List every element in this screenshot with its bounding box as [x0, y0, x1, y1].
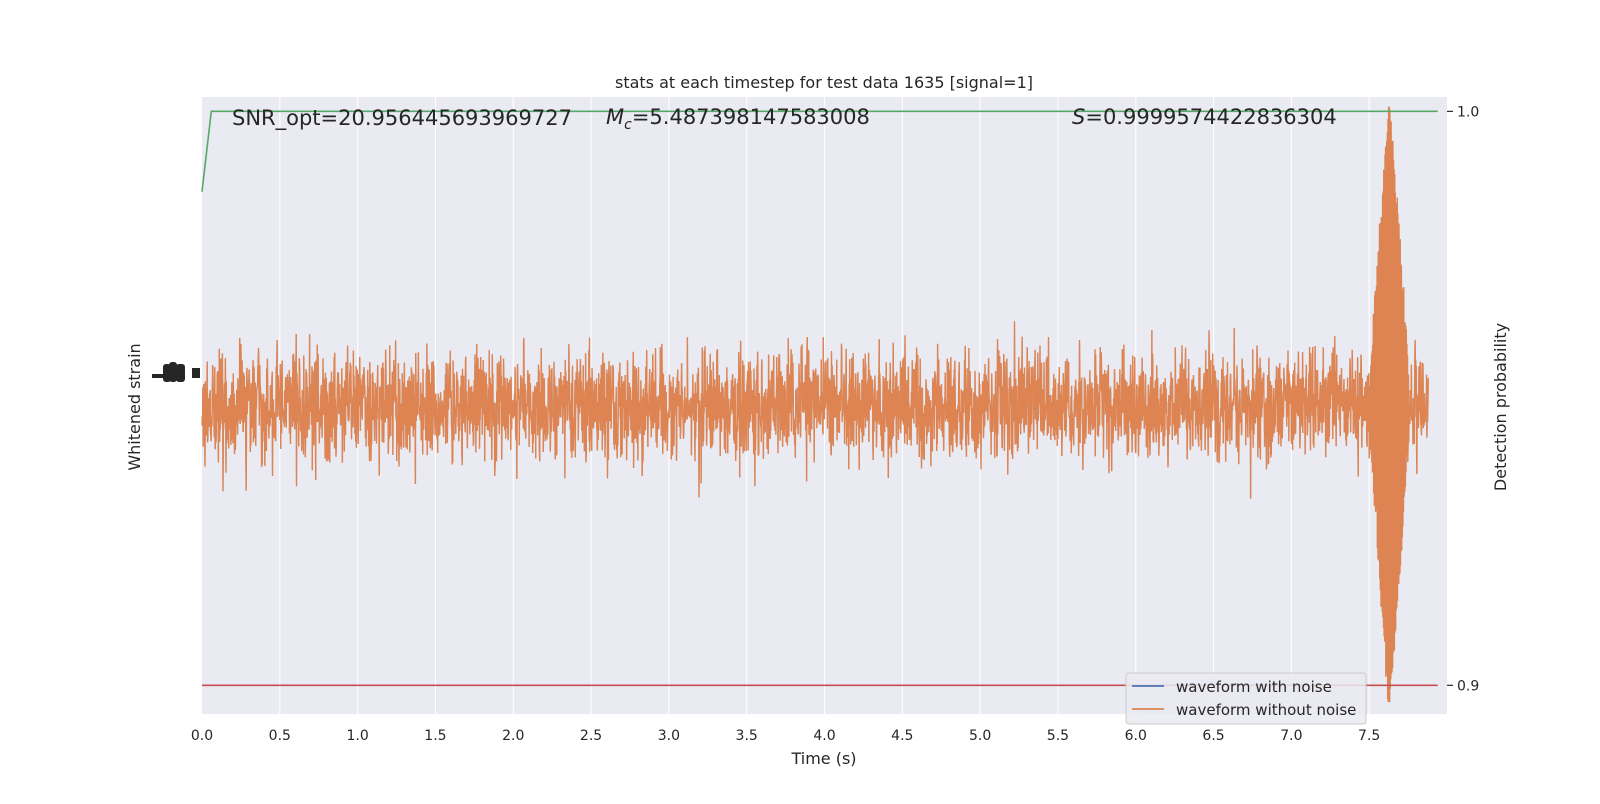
- x-tick-label: 2.0: [502, 728, 524, 744]
- snr-annotation: SNR_opt=20.956445693969727: [232, 106, 572, 131]
- right-y-tick-label: 0.9: [1457, 678, 1479, 694]
- x-tick-label: 2.5: [580, 728, 602, 744]
- mc-subscript: c: [624, 117, 632, 133]
- legend-box: [1125, 672, 1367, 725]
- legend: waveform with noise waveform without noi…: [1125, 672, 1367, 725]
- x-tick-label: 4.5: [891, 728, 913, 744]
- x-tick-label: 6.5: [1202, 728, 1224, 744]
- x-tick-label: 6.0: [1125, 728, 1147, 744]
- s-value: =0.9999574422836304: [1085, 105, 1336, 129]
- right-y-tick-label: 1.0: [1457, 104, 1479, 120]
- s-annotation: S=0.9999574422836304: [1072, 105, 1337, 129]
- mc-value: =5.487398147583008: [632, 105, 870, 129]
- chart-title: stats at each timestep for test data 163…: [615, 73, 1033, 92]
- x-tick-labels: 0.0 0.5 1.0 1.5 2.0 2.5 3.0 3.5 4.0 4.5 5.0 5.5 6.0 6…: [191, 728, 1380, 744]
- left-y-tick-cluster: [152, 362, 200, 382]
- x-tick-label: 3.0: [658, 728, 680, 744]
- x-tick-label: 5.0: [969, 728, 991, 744]
- series-waveform-without-noise: [201, 106, 1429, 703]
- right-y-axis-label: Detection probability: [1491, 323, 1510, 491]
- mc-symbol: M: [606, 105, 624, 129]
- legend-label-noise: waveform with noise: [1176, 678, 1332, 696]
- legend-label-clean: waveform without noise: [1176, 701, 1356, 719]
- x-tick-label: 1.5: [424, 728, 446, 744]
- x-tick-label: 5.5: [1047, 728, 1069, 744]
- left-y-axis-label: Whitened strain: [125, 343, 144, 470]
- x-tick-label: 0.5: [269, 728, 291, 744]
- x-tick-label: 4.0: [813, 728, 835, 744]
- x-tick-label: 1.0: [346, 728, 368, 744]
- x-tick-label: 0.0: [191, 728, 213, 744]
- right-y-ticks: 0.9 1.0: [1447, 104, 1479, 694]
- x-axis-label: Time (s): [790, 749, 856, 768]
- x-tick-label: 3.5: [736, 728, 758, 744]
- s-symbol: S: [1072, 105, 1085, 129]
- x-tick-label: 7.0: [1280, 728, 1302, 744]
- x-tick-label: 7.5: [1358, 728, 1380, 744]
- mc-annotation: Mc=5.487398147583008: [606, 105, 870, 133]
- series-detection-probability: [201, 110, 1438, 192]
